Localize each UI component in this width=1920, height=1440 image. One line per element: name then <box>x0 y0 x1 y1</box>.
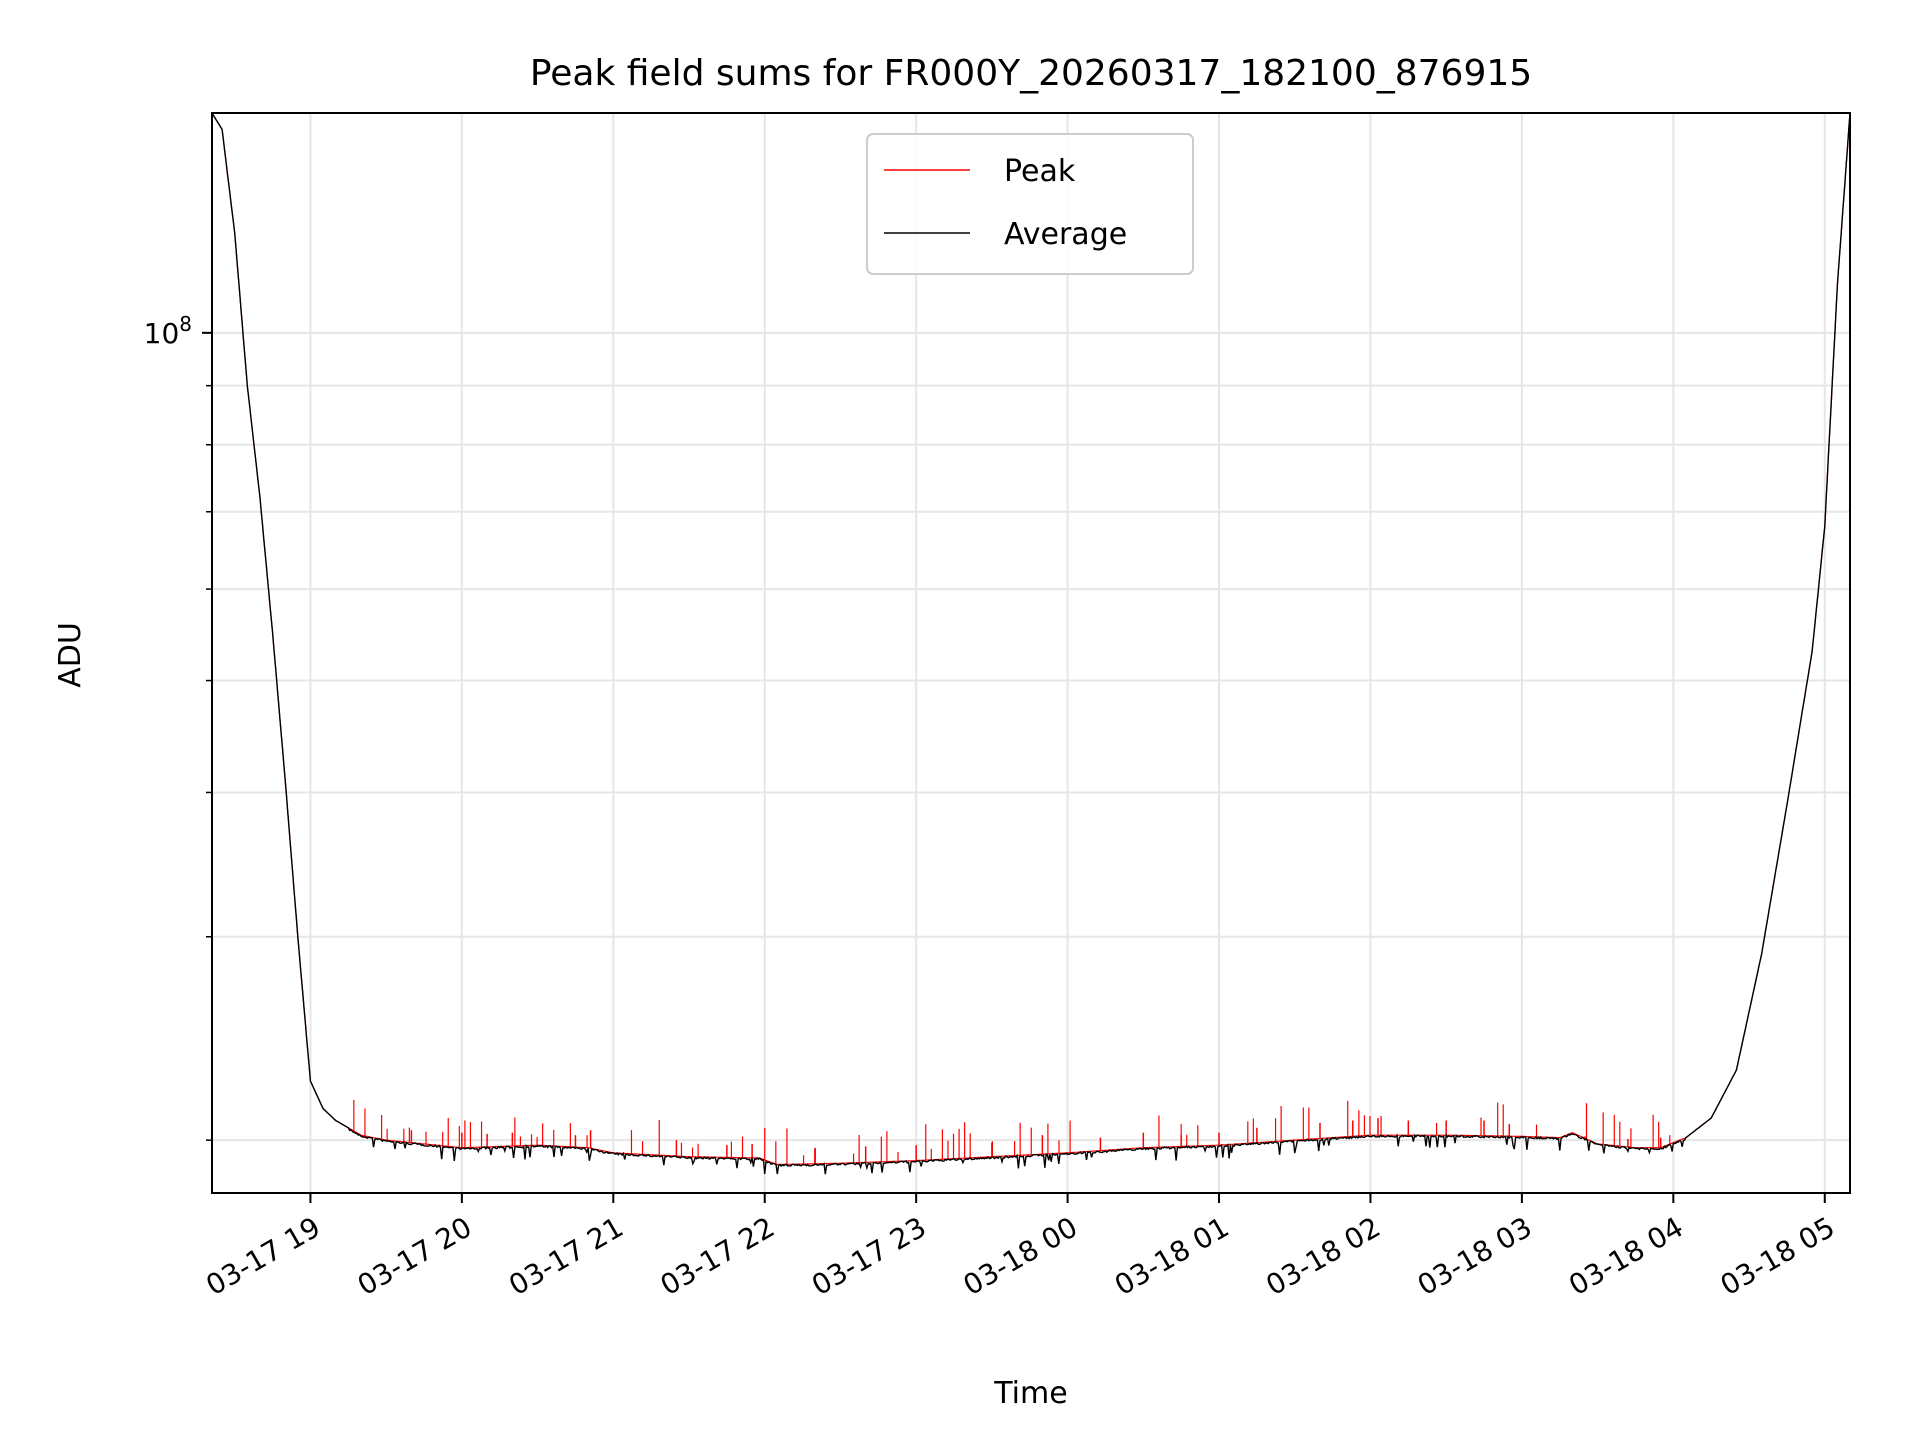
legend: Peak Average <box>866 133 1194 275</box>
legend-peak-label: Peak <box>1004 154 1076 189</box>
legend-average-label: Average <box>1004 217 1127 252</box>
grid-lines <box>212 113 1850 1193</box>
chart-title: Peak field sums for FR000Y_20260317_1821… <box>530 53 1532 94</box>
series-layer <box>211 112 1851 1175</box>
y-axis: 108 <box>144 312 212 1141</box>
legend-box <box>866 133 1194 275</box>
plot-area-frame <box>211 112 1851 1194</box>
x-axis-title: Time <box>993 1376 1067 1411</box>
y-axis-title: ADU <box>53 622 88 688</box>
y-tick-label: 108 <box>144 312 192 350</box>
average-series-line <box>211 112 1851 1175</box>
